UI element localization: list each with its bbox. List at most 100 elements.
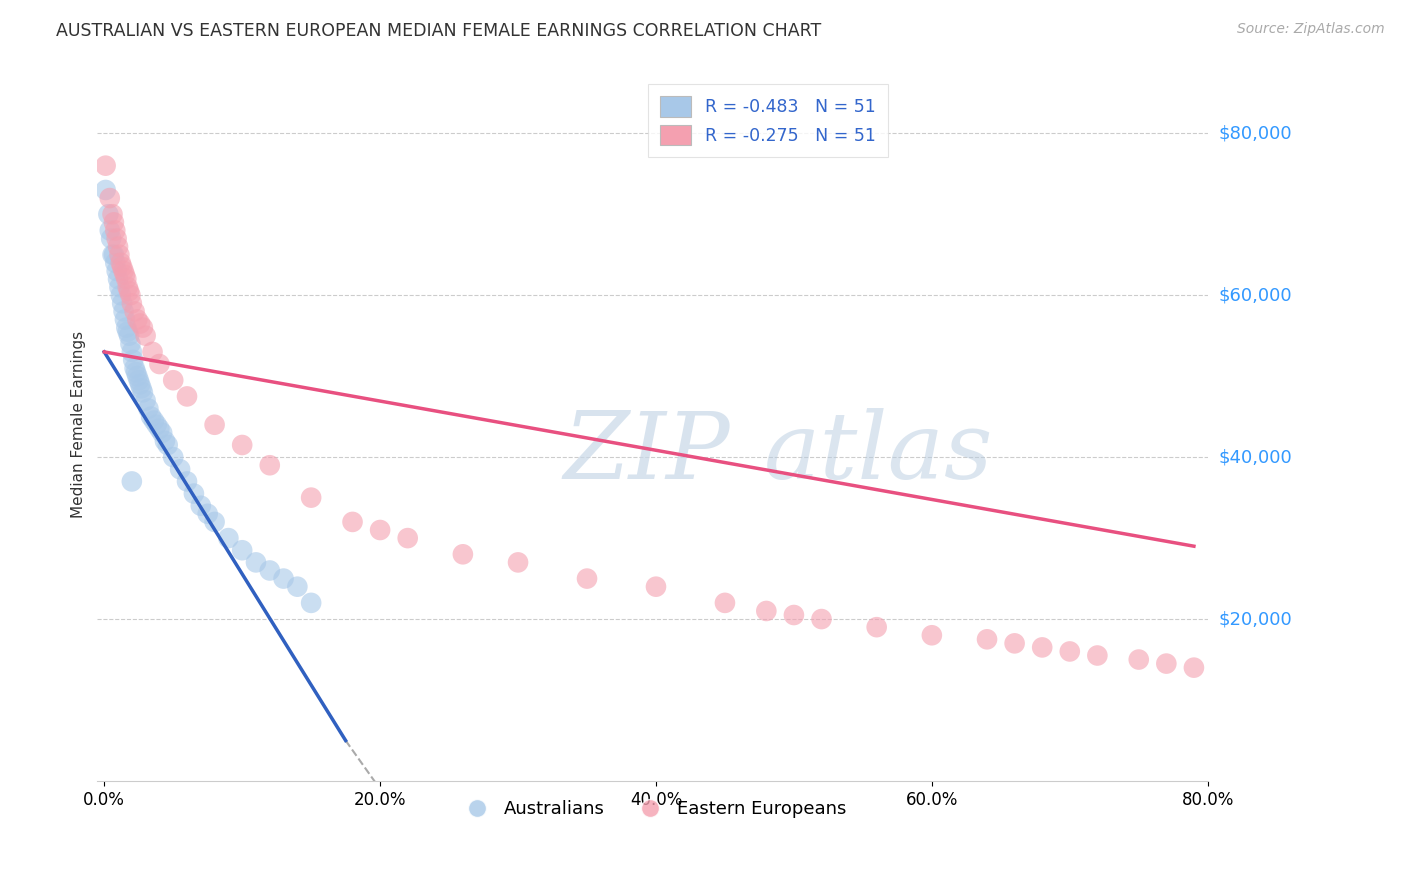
- Point: [1182, 660, 1205, 674]
- Point: [342, 515, 364, 529]
- Point: [114, 268, 136, 282]
- Point: [125, 365, 148, 379]
- Legend: Australians, Eastern Europeans: Australians, Eastern Europeans: [451, 793, 853, 825]
- Point: [197, 507, 219, 521]
- Point: [103, 248, 125, 262]
- Point: [451, 547, 474, 561]
- Point: [156, 438, 179, 452]
- Point: [129, 317, 152, 331]
- Point: [176, 475, 198, 489]
- Point: [107, 272, 129, 286]
- Point: [108, 280, 131, 294]
- Point: [141, 409, 163, 424]
- Text: ZIP: ZIP: [564, 409, 730, 499]
- Point: [162, 450, 184, 464]
- Point: [866, 620, 889, 634]
- Point: [148, 422, 170, 436]
- Point: [117, 280, 139, 294]
- Point: [128, 373, 150, 387]
- Point: [132, 320, 155, 334]
- Text: $20,000: $20,000: [1219, 610, 1292, 628]
- Point: [100, 231, 122, 245]
- Point: [576, 572, 599, 586]
- Point: [217, 531, 239, 545]
- Point: [121, 344, 143, 359]
- Point: [976, 632, 998, 647]
- Point: [259, 458, 281, 473]
- Point: [124, 361, 146, 376]
- Point: [129, 377, 152, 392]
- Point: [111, 260, 134, 274]
- Y-axis label: Median Female Earnings: Median Female Earnings: [72, 331, 86, 518]
- Point: [138, 401, 160, 416]
- Point: [259, 564, 281, 578]
- Point: [111, 296, 134, 310]
- Point: [153, 434, 176, 448]
- Point: [190, 499, 212, 513]
- Point: [131, 381, 153, 395]
- Point: [127, 312, 149, 326]
- Point: [98, 223, 121, 237]
- Point: [110, 256, 132, 270]
- Point: [245, 555, 267, 569]
- Point: [506, 555, 529, 569]
- Point: [231, 543, 253, 558]
- Point: [121, 475, 143, 489]
- Point: [1085, 648, 1108, 663]
- Point: [101, 207, 124, 221]
- Point: [104, 256, 127, 270]
- Text: $80,000: $80,000: [1219, 124, 1292, 143]
- Point: [122, 353, 145, 368]
- Point: [783, 607, 806, 622]
- Point: [105, 231, 128, 245]
- Point: [176, 389, 198, 403]
- Text: $60,000: $60,000: [1219, 286, 1292, 304]
- Point: [97, 207, 120, 221]
- Point: [1004, 636, 1026, 650]
- Point: [120, 288, 142, 302]
- Point: [299, 491, 322, 505]
- Point: [112, 264, 135, 278]
- Point: [115, 272, 138, 286]
- Point: [118, 284, 141, 298]
- Text: atlas: atlas: [763, 409, 993, 499]
- Point: [169, 462, 191, 476]
- Point: [368, 523, 391, 537]
- Point: [1156, 657, 1178, 671]
- Point: [1128, 652, 1150, 666]
- Point: [150, 425, 173, 440]
- Point: [162, 373, 184, 387]
- Point: [118, 328, 141, 343]
- Point: [104, 223, 127, 237]
- Point: [1031, 640, 1053, 655]
- Text: AUSTRALIAN VS EASTERN EUROPEAN MEDIAN FEMALE EARNINGS CORRELATION CHART: AUSTRALIAN VS EASTERN EUROPEAN MEDIAN FE…: [56, 22, 821, 40]
- Point: [124, 304, 146, 318]
- Point: [121, 296, 143, 310]
- Point: [810, 612, 832, 626]
- Point: [204, 515, 226, 529]
- Point: [714, 596, 737, 610]
- Point: [142, 414, 165, 428]
- Point: [396, 531, 419, 545]
- Point: [117, 325, 139, 339]
- Point: [285, 580, 308, 594]
- Point: [94, 183, 117, 197]
- Point: [107, 240, 129, 254]
- Point: [1059, 644, 1081, 658]
- Point: [204, 417, 226, 432]
- Point: [135, 393, 157, 408]
- Point: [645, 580, 668, 594]
- Point: [273, 572, 295, 586]
- Point: [105, 264, 128, 278]
- Point: [755, 604, 778, 618]
- Point: [141, 344, 163, 359]
- Point: [114, 312, 136, 326]
- Point: [135, 328, 157, 343]
- Point: [112, 304, 135, 318]
- Point: [98, 191, 121, 205]
- Point: [101, 248, 124, 262]
- Point: [110, 288, 132, 302]
- Point: [921, 628, 943, 642]
- Point: [94, 159, 117, 173]
- Point: [145, 417, 167, 432]
